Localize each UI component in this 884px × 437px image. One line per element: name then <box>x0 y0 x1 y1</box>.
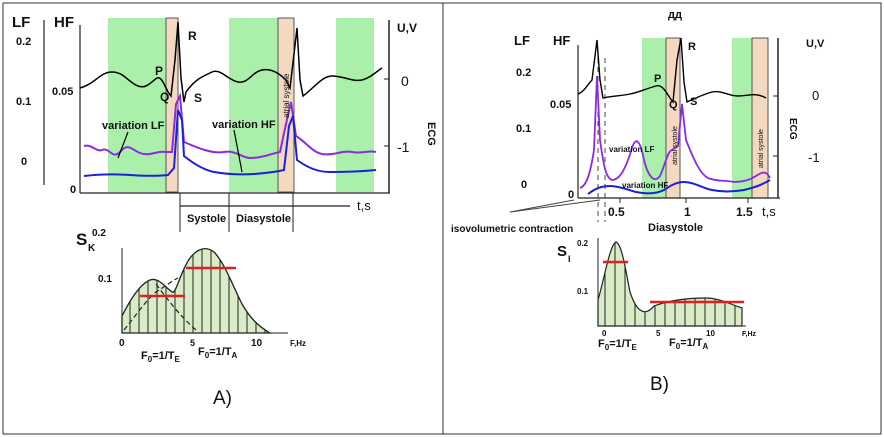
panel-a-spectrum-s: S <box>76 230 87 249</box>
panel-b-letter-q: Q <box>669 99 678 111</box>
panel-a-axis-hf: HF <box>54 14 74 31</box>
panel-a-spectrum-dash-1 <box>123 277 179 331</box>
panel-b-isovolumetric: isovolumetric contraction <box>451 224 573 235</box>
panel-b-letter-r: R <box>688 41 696 53</box>
panel-b-f0-a: F0=1/TA <box>669 337 709 351</box>
panel-a-axis-u: U,V <box>397 21 417 35</box>
panel-b-caption: B) <box>650 374 669 395</box>
panel-a-spectrum-x-0: 0 <box>119 338 125 349</box>
panel-a-hf-line <box>83 109 377 177</box>
panel-a-f0-e: F0=1/TE <box>141 350 181 364</box>
panel-b-x-tick-1-label: 1 <box>684 205 691 219</box>
panel-b-lf-line <box>579 75 771 189</box>
panel-b-variation-lf: variation LF <box>609 145 654 154</box>
panel-b-x-tick-15: 1.5 <box>736 205 753 219</box>
panel-b-spectrum-y-top: 0.2 <box>577 239 589 248</box>
panel-b-lf-tick-0: 0.2 <box>516 67 531 79</box>
panel-a-spectrum-x-10: 10 <box>251 338 263 349</box>
panel-a-letter-r: R <box>188 29 197 43</box>
panel-a-spectrum-fill <box>121 247 273 334</box>
panel-a-green-band-2 <box>229 18 287 192</box>
panel-b-ecg-line <box>577 37 767 104</box>
panel-a-ecg-line <box>79 21 383 103</box>
panel-b-spectrum-s-sub: I <box>568 254 571 264</box>
panel-a-spectrum-f-label: F,Hz <box>290 339 306 348</box>
panel-b-x-tick-05: 0.5 <box>608 205 625 219</box>
panel-a-spectrum-x-5: 5 <box>190 338 195 348</box>
panel-b-iso-pointer <box>509 199 601 213</box>
panel-a-diastole: Diasystole <box>236 213 291 225</box>
panel-a-variation-hf: variation HF <box>212 119 276 131</box>
panel-b-lf-tick-2: 0 <box>521 179 527 191</box>
panel-a-axis-lf: LF <box>12 14 30 31</box>
panel-b: дд LF HF U,V 0.2 0.1 0 0.05 0 0 -1 ECG 0… <box>451 9 825 395</box>
panel-a-lf-line <box>83 92 377 160</box>
panel-b-spectrum-fill <box>597 241 743 327</box>
panel-b-letter-s: S <box>690 96 697 108</box>
panel-a-spectrum-y-mid: 0.1 <box>98 274 112 285</box>
panel-b-green-band-1 <box>642 38 666 198</box>
panel-b-ecg-label: ECG <box>787 118 798 140</box>
panel-a-arrow-lf <box>117 131 129 159</box>
panel-b-axis-lf: LF <box>514 33 530 48</box>
panel-b-spectrum-x-10: 10 <box>706 329 715 338</box>
panel-b-atrial-systole-1: atrial systole <box>672 126 679 165</box>
panel-a-letter-q: Q <box>160 90 169 104</box>
panel-a-spectrum-s-sub: K <box>88 243 96 254</box>
panel-b-hf-tick-0: 0.05 <box>550 99 571 111</box>
panel-b-lf-tick-1: 0.1 <box>516 123 531 135</box>
panel-b-spectrum-s: S <box>557 243 567 260</box>
panel-b-green-band-2 <box>732 38 752 198</box>
panel-b-diastole: Diasystole <box>648 222 703 234</box>
panel-a-systole: Systole <box>187 213 226 225</box>
panel-b-spectrum-f-label: F,Hz <box>742 331 757 338</box>
panel-a-caption: A) <box>213 388 232 409</box>
panel-a-variation-lf: variation LF <box>102 120 165 132</box>
panel-a-green-band-3 <box>336 18 374 192</box>
panel-b-tan-band-1 <box>665 37 681 199</box>
panel-b-t-label: t,s <box>762 204 776 219</box>
panel-a-hf-tick-1: 0 <box>70 184 76 196</box>
panel-b-hf-tick-1: 0 <box>568 189 574 201</box>
panel-a-lf-tick-2: 0 <box>21 156 27 168</box>
panel-a-t-label: t,s <box>357 198 371 213</box>
panel-b-variation-hf: variation HF <box>622 181 668 190</box>
panel-a-lf-tick-0: 0.2 <box>16 36 31 48</box>
panel-b-top-label: дд <box>668 9 682 21</box>
panel-a-lf-tick-1: 0.1 <box>16 96 31 108</box>
panel-a-atrial-systole: atrial systole <box>282 73 291 118</box>
panel-a-f0-a: F0=1/TA <box>198 346 238 360</box>
panel-b-u-tick-0: 0 <box>812 88 819 103</box>
panel-b-spectrum: S I 0.2 0.1 0 5 10 F,Hz F0=1/TE F0=1/TA <box>557 238 757 352</box>
panel-a-spectrum: S K 0.2 0.1 0 5 10 F,Hz F0=1/TE F0=1/TA <box>76 228 306 364</box>
panel-a-letter-s: S <box>194 91 202 105</box>
panel-b-letter-p: P <box>654 73 661 85</box>
panel-b-iso-pointer-2 <box>509 199 575 213</box>
panel-b-axis-hf: HF <box>553 33 570 48</box>
panel-a-u-tick-0: 0 <box>401 73 409 89</box>
panel-a: LF HF U,V 0.2 0.1 0 0.05 0 0 -1 ECG t,s … <box>12 14 437 409</box>
panel-b-hf-line <box>587 179 771 195</box>
panel-b-f0-e: F0=1/TE <box>598 338 638 352</box>
panel-a-arrow-hf <box>233 129 243 173</box>
panel-b-spectrum-x-0: 0 <box>602 329 607 338</box>
panel-a-letter-p: P <box>155 64 163 78</box>
panel-b-spectrum-y-mid: 0.1 <box>577 287 589 296</box>
panel-a-ecg-label: ECG <box>425 122 437 146</box>
panel-b-atrial-systole-2: atrial systole <box>758 129 765 168</box>
panel-b-u-tick-1: -1 <box>808 150 820 165</box>
panel-b-spectrum-x-5: 5 <box>656 329 661 338</box>
panel-a-tan-band-2 <box>277 17 295 193</box>
panel-a-u-tick-1: -1 <box>397 139 410 155</box>
panel-a-spectrum-y-top: 0.2 <box>92 228 106 239</box>
panel-a-hf-tick-0: 0.05 <box>52 86 73 98</box>
panel-b-axis-u: U,V <box>806 38 825 50</box>
panel-a-green-band-1 <box>108 18 166 192</box>
